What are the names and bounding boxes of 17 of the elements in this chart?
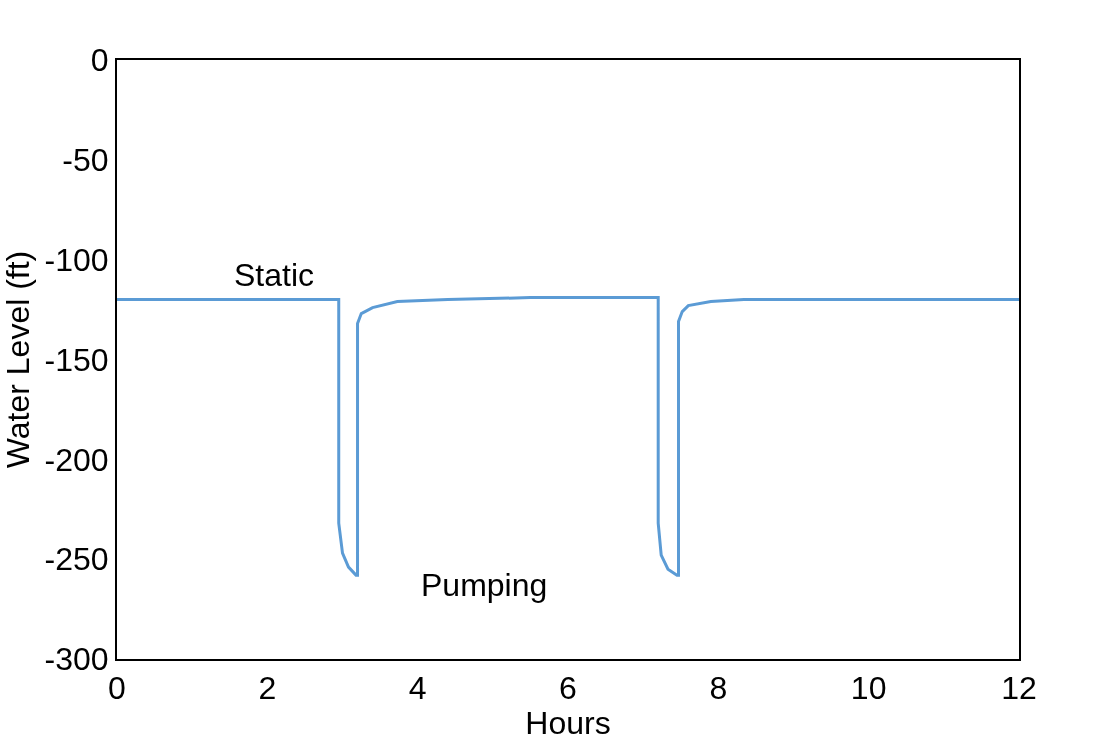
y-tick-label: -200 bbox=[44, 441, 109, 478]
y-tick-label: -300 bbox=[44, 641, 109, 678]
x-axis-title: Hours bbox=[525, 705, 611, 741]
y-tick-label: -250 bbox=[44, 541, 109, 578]
annotation: Static bbox=[234, 257, 315, 293]
y-tick-label: 0 bbox=[90, 42, 109, 79]
x-tick-label: 8 bbox=[709, 670, 728, 707]
x-tick-label: 6 bbox=[559, 670, 577, 707]
x-tick-label: 10 bbox=[850, 670, 887, 707]
y-axis-title: Water Level (ft) bbox=[0, 250, 36, 469]
y-tick-label: -50 bbox=[62, 142, 109, 179]
y-tick-label: -150 bbox=[44, 341, 109, 378]
x-tick-label: 2 bbox=[258, 670, 277, 707]
annotation: Pumping bbox=[421, 567, 548, 603]
y-tick-label: -100 bbox=[44, 241, 109, 278]
x-tick-label: 12 bbox=[1001, 670, 1037, 707]
x-tick-label: 4 bbox=[408, 670, 427, 707]
